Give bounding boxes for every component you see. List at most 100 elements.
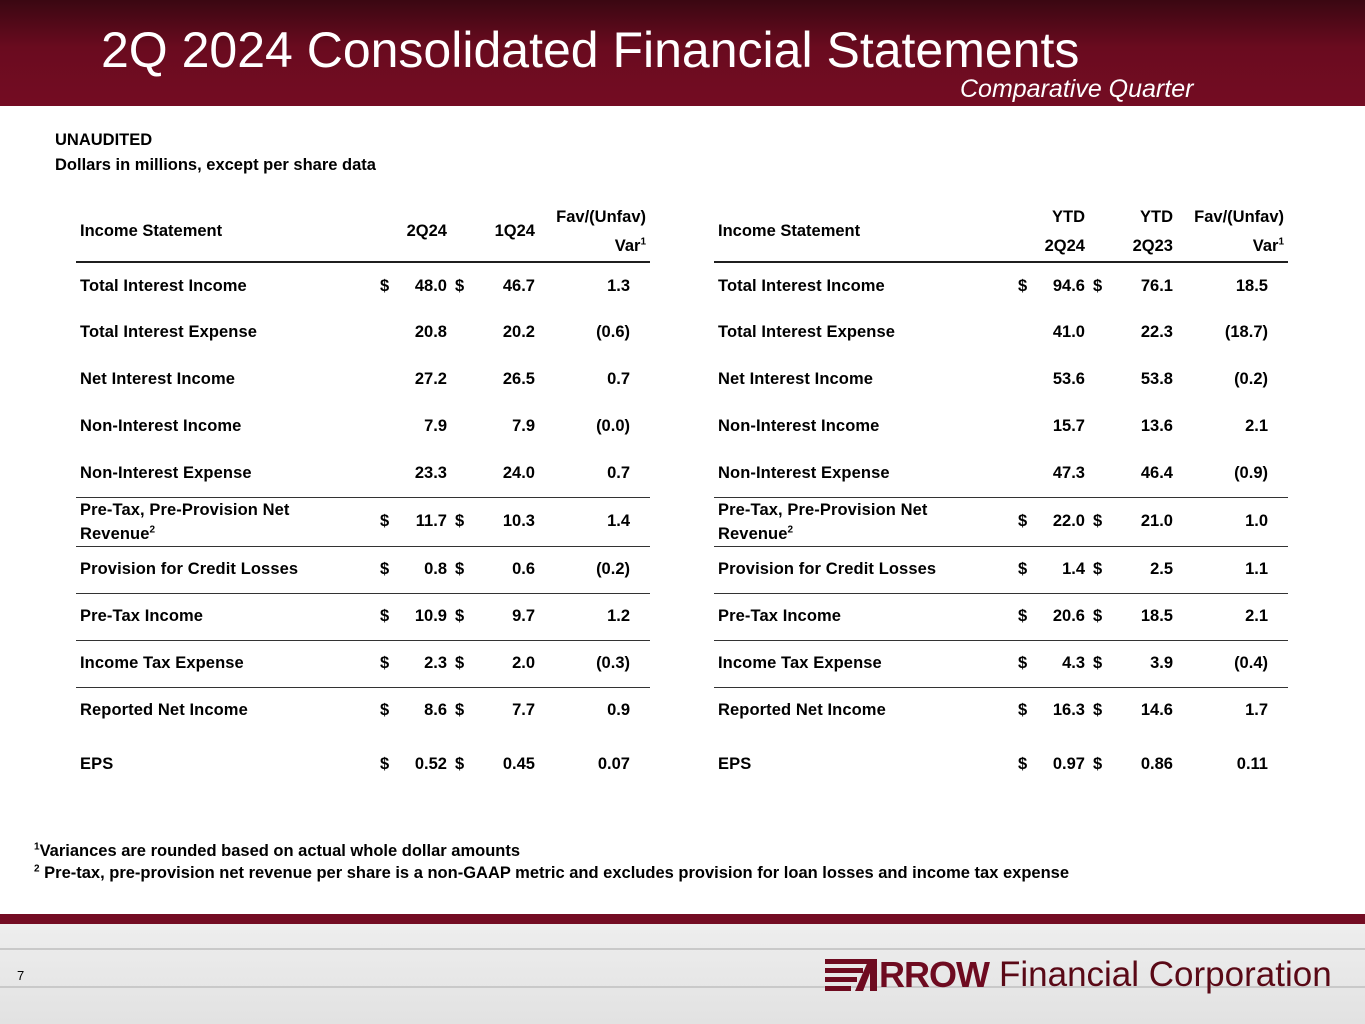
value-cell: 20.8 <box>414 323 447 341</box>
currency-symbol: $ <box>380 654 390 672</box>
table-row: Net Interest Income 53.6 53.8 (0.2) <box>714 356 1288 403</box>
row-label: Non-Interest Expense <box>718 463 890 482</box>
currency-symbol: $ <box>380 276 390 295</box>
currency-symbol: $ <box>455 276 465 295</box>
footnotes: 1Variances are rounded based on actual w… <box>34 840 1069 884</box>
row-label: Reported Net Income <box>80 701 248 720</box>
table-row: Non-Interest Expense 23.3 24.0 0.7 <box>76 450 650 497</box>
variance-cell: 1.2 <box>607 607 630 625</box>
row-label: Non-Interest Income <box>80 417 242 435</box>
variance-cell: (0.9) <box>1234 463 1268 482</box>
variance-cell: 1.0 <box>1245 512 1268 530</box>
currency-symbol: $ <box>1093 654 1103 672</box>
value-cell: 7.9 <box>424 417 447 435</box>
table-row: EPS $0.52 $0.45 0.07 <box>76 734 650 794</box>
currency-symbol <box>1089 309 1115 356</box>
unaudited-label: UNAUDITED <box>55 131 153 149</box>
table-row: Pre-Tax, Pre-Provision Net Revenue2 $22.0 $… <box>714 497 1288 546</box>
currency-symbol: $ <box>1018 560 1028 578</box>
currency-symbol: $ <box>1018 654 1028 672</box>
variance-cell: 1.1 <box>1245 560 1268 578</box>
table-row: Provision for Credit Losses $1.4 $2.5 1.1 <box>714 546 1288 593</box>
variance-cell: 0.9 <box>607 701 630 720</box>
header-income-statement: Income Statement <box>80 222 223 240</box>
currency-symbol <box>1014 403 1039 450</box>
currency-symbol: $ <box>1018 512 1028 530</box>
currency-symbol: $ <box>1093 276 1103 295</box>
value-cell: 53.8 <box>1140 370 1173 388</box>
currency-symbol <box>1014 309 1039 356</box>
variance-cell: (18.7) <box>1224 323 1268 341</box>
currency-symbol: $ <box>1093 560 1103 578</box>
value-cell: 9.7 <box>512 607 535 625</box>
table-row: Pre-Tax, Pre-Provision Net Revenue2 $11.7 $… <box>76 497 650 546</box>
table-row: Non-Interest Expense 47.3 46.4 (0.9) <box>714 450 1288 497</box>
currency-symbol <box>1089 450 1115 497</box>
variance-cell: 0.7 <box>607 370 630 388</box>
currency-symbol: $ <box>1093 607 1103 625</box>
row-label: Pre-Tax Income <box>80 607 204 625</box>
currency-symbol <box>376 403 401 450</box>
currency-symbol: $ <box>455 754 465 773</box>
variance-cell: 0.7 <box>607 463 630 482</box>
table-row: Reported Net Income $16.3 $14.6 1.7 <box>714 687 1288 734</box>
value-cell: 47.3 <box>1052 463 1085 482</box>
arrow-logo-icon <box>825 959 877 991</box>
slide-subtitle: Comparative Quarter <box>960 75 1194 103</box>
variance-cell: 1.7 <box>1245 701 1268 720</box>
currency-symbol: $ <box>1018 276 1028 295</box>
currency-symbol <box>1089 356 1115 403</box>
footer-brick-background <box>0 914 1365 1024</box>
currency-symbol: $ <box>380 560 390 578</box>
row-label: Total Interest Income <box>718 276 885 295</box>
table-row: Pre-Tax Income $10.9 $9.7 1.2 <box>76 593 650 640</box>
value-cell: 11.7 <box>415 512 447 530</box>
value-cell: 2.3 <box>424 654 447 672</box>
logo-wordmark: RROW <box>879 954 990 995</box>
table-row: Net Interest Income 27.2 26.5 0.7 <box>76 356 650 403</box>
table-row: EPS $0.97 $0.86 0.11 <box>714 734 1288 794</box>
table-row: Pre-Tax Income $20.6 $18.5 2.1 <box>714 593 1288 640</box>
value-cell: 46.7 <box>502 276 535 295</box>
value-cell: 16.3 <box>1052 701 1085 720</box>
value-cell: 24.0 <box>502 463 535 482</box>
currency-symbol <box>451 356 477 403</box>
currency-symbol <box>376 450 401 497</box>
value-cell: 26.5 <box>502 370 535 388</box>
value-cell: 14.6 <box>1140 701 1173 720</box>
row-label: Pre-Tax, Pre-Provision Net Revenue2 <box>80 500 290 543</box>
value-cell: 20.2 <box>502 323 535 341</box>
variance-cell: 0.11 <box>1236 754 1268 773</box>
value-cell: 0.6 <box>512 560 535 578</box>
value-cell: 27.2 <box>414 370 447 388</box>
value-cell: 0.97 <box>1052 754 1085 773</box>
table-row: Total Interest Income $94.6 $76.1 18.5 <box>714 262 1288 309</box>
table-row: Reported Net Income $8.6 $7.7 0.9 <box>76 687 650 734</box>
variance-cell: 2.1 <box>1245 417 1268 435</box>
table-row: Total Interest Expense 41.0 22.3 (18.7) <box>714 309 1288 356</box>
value-cell: 2.0 <box>512 654 535 672</box>
row-label: Total Interest Income <box>80 276 247 295</box>
header-income-statement: Income Statement <box>718 222 861 240</box>
currency-symbol: $ <box>1093 512 1103 530</box>
row-label: Provision for Credit Losses <box>80 560 299 578</box>
row-label: Net Interest Income <box>718 370 874 388</box>
value-cell: 21.0 <box>1140 512 1173 530</box>
value-cell: 48.0 <box>414 276 447 295</box>
currency-symbol: $ <box>1018 754 1028 773</box>
currency-symbol: $ <box>380 512 390 530</box>
currency-symbol: $ <box>380 607 390 625</box>
value-cell: 15.7 <box>1052 417 1085 435</box>
value-cell: 10.9 <box>414 607 447 625</box>
header-1q24: 1Q24 <box>494 222 535 240</box>
row-label: Total Interest Expense <box>80 323 258 341</box>
currency-symbol: $ <box>1093 754 1103 773</box>
currency-symbol: $ <box>380 701 390 720</box>
currency-symbol: $ <box>455 560 465 578</box>
value-cell: 18.5 <box>1140 607 1173 625</box>
row-label: Income Tax Expense <box>718 654 882 672</box>
table-row: Income Tax Expense $4.3 $3.9 (0.4) <box>714 640 1288 687</box>
value-cell: 53.6 <box>1052 370 1085 388</box>
variance-cell: 1.3 <box>607 276 630 295</box>
currency-symbol <box>451 403 477 450</box>
